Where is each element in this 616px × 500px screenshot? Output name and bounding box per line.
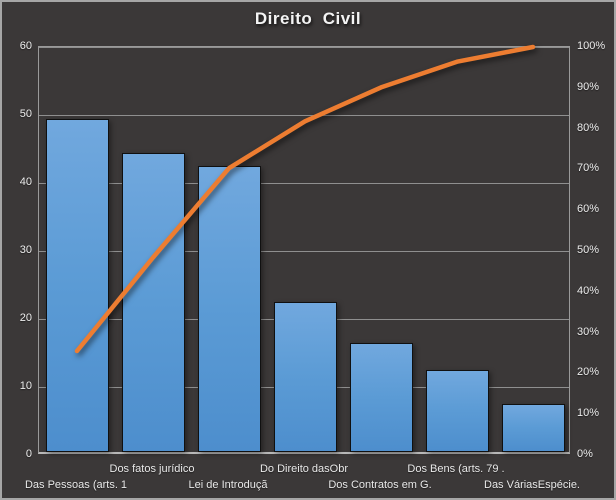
percent-axis-tick-label: 90% <box>577 80 600 93</box>
bar <box>121 152 185 452</box>
y-axis-tick-label: 10 <box>19 380 32 392</box>
percent-axis-tick-label: 70% <box>577 162 600 175</box>
percent-axis-tick-label: 30% <box>577 325 600 338</box>
category-label: Do Direito dasObr <box>259 463 349 475</box>
percent-axis-tick-label: 100% <box>577 40 606 52</box>
bar <box>197 166 261 452</box>
percent-axis-tick-label: 60% <box>577 203 600 216</box>
bar <box>273 302 337 452</box>
percent-axis-tick-label: 20% <box>577 366 600 379</box>
plot-area <box>38 44 570 454</box>
y-axis-tick-label: 0 <box>25 448 32 460</box>
bar <box>501 404 565 452</box>
percent-axis-tick-label: 40% <box>577 284 600 297</box>
y-axis-tick-label: 60 <box>19 40 32 52</box>
percent-axis-tick-label: 0% <box>577 448 593 460</box>
category-label: Dos Bens (arts. 79 . <box>407 463 505 475</box>
category-label: Lei de Introduçã <box>188 479 268 491</box>
grid-line <box>39 183 569 184</box>
bar <box>45 118 109 452</box>
percent-axis-tick-label: 10% <box>577 407 600 420</box>
category-label: Dos Contratos em G. <box>328 479 432 491</box>
grid-line <box>39 251 569 252</box>
percent-axis-tick-label: 50% <box>577 244 600 256</box>
category-label: Das VáriasEspécie. <box>484 479 580 491</box>
percent-axis-tick-label: 80% <box>577 121 600 134</box>
grid-line <box>39 47 569 48</box>
bar <box>425 370 489 452</box>
y-axis-tick-label: 50 <box>19 108 32 120</box>
y-axis-tick-label: 30 <box>19 244 32 256</box>
bar <box>349 343 413 452</box>
category-label: Das Pessoas (arts. 1 <box>24 479 128 491</box>
y-axis-tick-label: 40 <box>19 176 32 188</box>
grid-line <box>39 115 569 116</box>
y-axis-tick-label: 20 <box>19 312 32 324</box>
category-label: Dos fatos jurídico <box>109 463 195 475</box>
chart-title: Direito Civil <box>254 9 362 28</box>
